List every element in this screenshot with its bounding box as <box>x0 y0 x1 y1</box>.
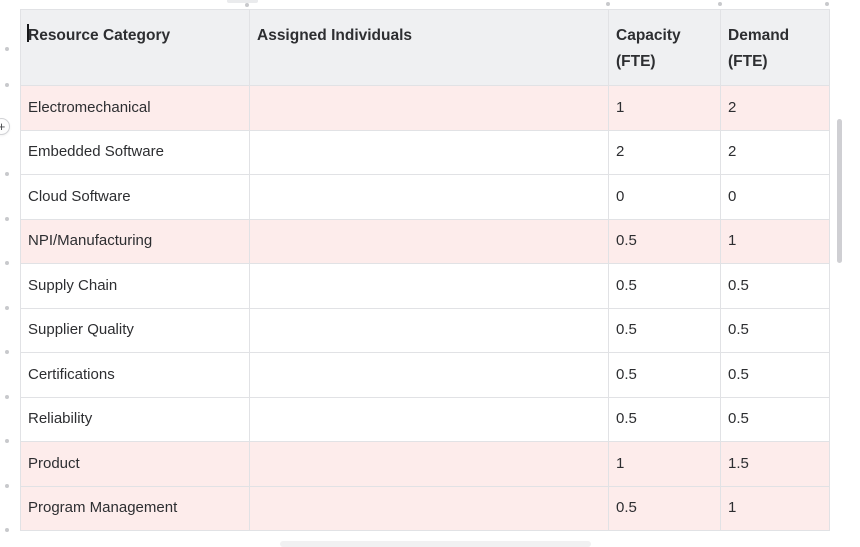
column-handle-dot[interactable] <box>606 1 610 6</box>
cell-capacity[interactable]: 0.5 <box>608 263 721 309</box>
cell-assigned-individuals[interactable] <box>249 218 609 264</box>
insert-row-button[interactable]: + <box>0 118 10 135</box>
cell-resource-category[interactable]: Embedded Software <box>20 129 250 175</box>
cell-demand[interactable]: 2 <box>720 85 830 131</box>
cell-demand[interactable]: 0.5 <box>720 307 830 353</box>
cell-capacity[interactable]: 0.5 <box>608 485 721 531</box>
column-header-label: Demand (FTE) <box>728 27 790 70</box>
cell-demand[interactable]: 1.5 <box>720 441 830 487</box>
row-handle-dot[interactable] <box>4 261 9 265</box>
table-row: Electromechanical 1 2 <box>20 85 830 131</box>
cell-resource-category[interactable]: NPI/Manufacturing <box>20 218 250 264</box>
resource-capacity-table: Resource Category Assigned Individuals C… <box>20 9 830 531</box>
vertical-scrollbar-thumb[interactable] <box>837 119 842 263</box>
column-header-demand-fte[interactable]: Demand (FTE) <box>720 9 830 86</box>
cell-capacity[interactable]: 0.5 <box>608 396 721 442</box>
cell-assigned-individuals[interactable] <box>249 129 609 175</box>
column-drag-handle[interactable] <box>227 0 258 3</box>
cell-resource-category[interactable]: Program Management <box>20 485 250 531</box>
cell-demand[interactable]: 1 <box>720 485 830 531</box>
column-header-capacity-fte[interactable]: Capacity (FTE) <box>608 9 721 86</box>
cell-assigned-individuals[interactable] <box>249 485 609 531</box>
column-header-label: Resource Category <box>28 27 171 44</box>
text-cursor-caret <box>27 24 29 42</box>
cell-capacity[interactable]: 0 <box>608 174 721 220</box>
cell-demand[interactable]: 0.5 <box>720 352 830 398</box>
plus-icon: + <box>0 119 6 134</box>
row-handle-dot[interactable] <box>4 395 9 399</box>
table-header: Resource Category Assigned Individuals C… <box>20 9 830 86</box>
cell-demand[interactable]: 0 <box>720 174 830 220</box>
row-handle-dot[interactable] <box>4 439 9 443</box>
cell-capacity[interactable]: 0.5 <box>608 307 721 353</box>
cell-capacity[interactable]: 1 <box>608 85 721 131</box>
table-row: Supplier Quality 0.5 0.5 <box>20 307 830 353</box>
table-body: Electromechanical 1 2 Embedded Software … <box>20 85 830 531</box>
cell-assigned-individuals[interactable] <box>249 441 609 487</box>
cell-resource-category[interactable]: Supply Chain <box>20 263 250 309</box>
column-handle-dot[interactable] <box>825 1 829 6</box>
cell-resource-category[interactable]: Product <box>20 441 250 487</box>
cell-assigned-individuals[interactable] <box>249 174 609 220</box>
cell-assigned-individuals[interactable] <box>249 307 609 353</box>
column-header-label: Capacity (FTE) <box>616 27 681 70</box>
row-handle-dot[interactable] <box>4 528 9 532</box>
add-row-bar[interactable] <box>280 541 591 547</box>
cell-capacity[interactable]: 0.5 <box>608 218 721 264</box>
cell-demand[interactable]: 2 <box>720 129 830 175</box>
cell-demand[interactable]: 1 <box>720 218 830 264</box>
cell-resource-category[interactable]: Cloud Software <box>20 174 250 220</box>
header-row: Resource Category Assigned Individuals C… <box>20 9 830 86</box>
column-header-label: Assigned Individuals <box>257 27 413 44</box>
cell-capacity[interactable]: 1 <box>608 441 721 487</box>
cell-assigned-individuals[interactable] <box>249 85 609 131</box>
table: Resource Category Assigned Individuals C… <box>20 9 830 531</box>
row-handle-dot[interactable] <box>4 83 9 87</box>
table-row: Certifications 0.5 0.5 <box>20 352 830 398</box>
column-header-resource-category[interactable]: Resource Category <box>20 9 250 86</box>
cell-resource-category[interactable]: Electromechanical <box>20 85 250 131</box>
cell-assigned-individuals[interactable] <box>249 352 609 398</box>
row-handle-dot[interactable] <box>4 306 9 310</box>
table-row: Embedded Software 2 2 <box>20 129 830 175</box>
table-row: Reliability 0.5 0.5 <box>20 396 830 442</box>
row-handle-dot[interactable] <box>4 484 9 488</box>
cell-capacity[interactable]: 0.5 <box>608 352 721 398</box>
row-handle-dot[interactable] <box>4 47 9 51</box>
cell-demand[interactable]: 0.5 <box>720 396 830 442</box>
table-row: Product 1 1.5 <box>20 441 830 487</box>
table-row: NPI/Manufacturing 0.5 1 <box>20 218 830 264</box>
cell-capacity[interactable]: 2 <box>608 129 721 175</box>
cell-resource-category[interactable]: Supplier Quality <box>20 307 250 353</box>
cell-resource-category[interactable]: Certifications <box>20 352 250 398</box>
column-header-assigned-individuals[interactable]: Assigned Individuals <box>249 9 609 86</box>
cell-resource-category[interactable]: Reliability <box>20 396 250 442</box>
table-row: Program Management 0.5 1 <box>20 485 830 531</box>
column-handle-dot[interactable] <box>244 3 249 7</box>
column-handle-dot[interactable] <box>717 1 722 6</box>
row-handle-dot[interactable] <box>4 172 9 176</box>
cell-assigned-individuals[interactable] <box>249 396 609 442</box>
table-row: Supply Chain 0.5 0.5 <box>20 263 830 309</box>
cell-demand[interactable]: 0.5 <box>720 263 830 309</box>
cell-assigned-individuals[interactable] <box>249 263 609 309</box>
row-handle-dot[interactable] <box>4 217 9 221</box>
table-row: Cloud Software 0 0 <box>20 174 830 220</box>
row-handle-dot[interactable] <box>4 350 9 354</box>
